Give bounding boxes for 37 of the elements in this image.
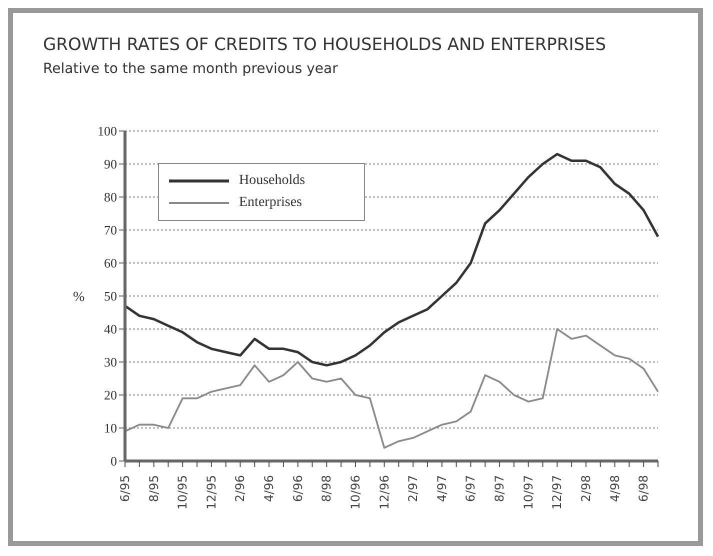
y-tick-label: 40 [104,322,117,337]
x-tick-label: 12/96 [377,475,392,510]
x-tick-label: 6/95 [118,475,132,502]
y-tick-label: 60 [104,256,117,271]
x-tick-label: 6/97 [464,475,478,502]
legend-label: Enterprises [239,195,302,211]
x-tick-label: 4/97 [434,475,449,502]
x-tick-label: 4/96 [262,475,276,502]
y-tick-label: 0 [110,454,117,469]
y-tick-label: 70 [104,222,117,238]
x-tick-label: 2/96 [233,475,248,502]
chart-title: GROWTH RATES OF CREDITS TO HOUSEHOLDS AND ENTERPRISES [43,35,606,55]
x-tick-label: 10/96 [348,475,362,510]
y-tick-label: 30 [104,354,117,370]
x-tick-label: 6/98 [636,475,651,502]
x-tick-label: 8/95 [146,475,161,502]
x-tick-label: 12/97 [550,475,564,510]
y-tick-label: 100 [98,124,117,139]
chart-subtitle: Relative to the same month previous year [43,61,338,77]
x-tick-label: 12/95 [204,475,218,510]
y-tick-label: 10 [104,420,117,436]
y-tick-label: 50 [104,288,117,304]
y-tick-label: 20 [104,388,117,403]
legend-label: Households [239,173,306,189]
line-series [124,152,660,367]
y-axis-title: % [73,290,85,305]
x-tick-label: 10/97 [521,475,536,510]
x-tick-label: 2/98 [578,475,593,502]
x-tick-label: 4/98 [608,475,622,502]
y-tick-label: 90 [104,156,117,172]
x-tick-label: 8/97 [492,475,507,502]
x-tick-label: 6/96 [290,475,305,502]
x-tick-label: 8/98 [320,475,334,502]
x-tick-label: 2/97 [406,475,420,502]
line-series [124,328,659,449]
x-tick-label: 10/95 [176,475,190,510]
y-tick-label: 80 [104,190,117,205]
